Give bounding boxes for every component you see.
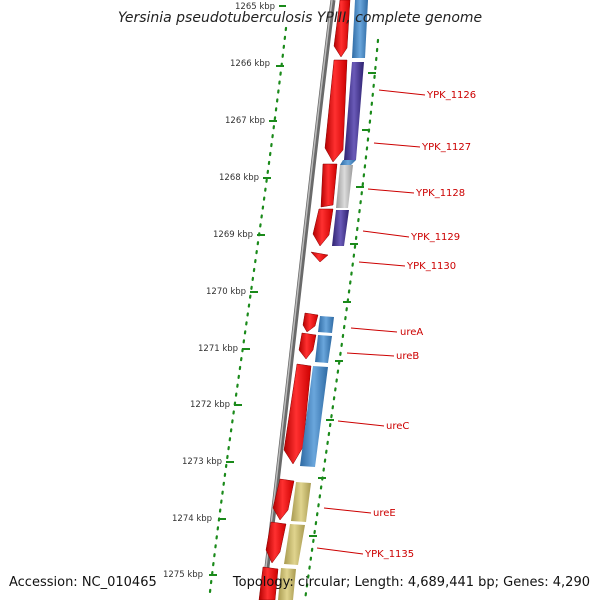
ruler-label: 1272 kbp [190, 400, 230, 410]
ruler-label: 1269 kbp [213, 230, 253, 240]
gene-label-YPK_1126[interactable]: YPK_1126 [426, 90, 476, 101]
blue-band[interactable] [318, 316, 334, 333]
ruler-label: 1275 kbp [163, 570, 203, 580]
ruler-tick-1275: 1275 kbp [163, 570, 217, 580]
olive-band[interactable] [284, 524, 305, 565]
right-ticks [309, 72, 376, 537]
cds-arrow[interactable] [312, 208, 334, 247]
ruler-tick-1266: 1266 kbp [230, 59, 284, 69]
blue-band[interactable] [300, 366, 328, 467]
blue-band[interactable] [352, 0, 368, 58]
ruler-label: 1268 kbp [219, 173, 259, 183]
annotation-track [278, 0, 368, 600]
ruler-tick-1265: 1265 kbp [235, 2, 286, 12]
accession-text: Accession: NC_010465 [9, 575, 157, 590]
ruler-tick-1273: 1273 kbp [182, 457, 234, 467]
gene-label-YPK_1135[interactable]: YPK_1135 [364, 549, 414, 560]
cds-arrow[interactable] [320, 163, 338, 208]
purple-band[interactable] [332, 210, 349, 246]
gene-label-ureC[interactable]: ureC [386, 421, 409, 432]
ruler-label: 1265 kbp [235, 2, 275, 12]
ruler: 1265 kbp 1266 kbp 1267 kbp 1268 kbp 1269… [163, 2, 286, 580]
ruler-tick-1270: 1270 kbp [206, 287, 258, 297]
cds-arrow[interactable] [302, 312, 319, 333]
cds-arrow[interactable] [324, 59, 348, 163]
ruler-tick-1274: 1274 kbp [172, 514, 226, 524]
blue-band[interactable] [340, 160, 356, 165]
topology-text: Topology: circular; Length: 4,689,441 bp… [232, 575, 590, 590]
ruler-label: 1273 kbp [182, 457, 222, 467]
ruler-label: 1271 kbp [198, 344, 238, 354]
cds-arrow[interactable] [265, 521, 287, 564]
gene-label-YPK_1128[interactable]: YPK_1128 [415, 188, 465, 199]
gene-label-ureB[interactable]: ureB [396, 351, 419, 362]
blue-band[interactable] [315, 335, 332, 363]
gene-label-YPK_1130[interactable]: YPK_1130 [406, 261, 456, 272]
ruler-label: 1266 kbp [230, 59, 270, 69]
ruler-tick-1269: 1269 kbp [213, 230, 265, 240]
gene-leaders [316, 89, 426, 555]
cds-arrow[interactable] [283, 363, 312, 465]
ruler-tick-1268: 1268 kbp [219, 173, 271, 183]
purple-band[interactable] [344, 62, 364, 160]
gene-label-YPK_1129[interactable]: YPK_1129 [410, 232, 460, 243]
ruler-label: 1270 kbp [206, 287, 246, 297]
ruler-label: 1274 kbp [172, 514, 212, 524]
ruler-tick-1272: 1272 kbp [190, 400, 242, 410]
olive-band[interactable] [278, 568, 296, 600]
map-title: Yersinia pseudotuberculosis YPIII, compl… [117, 10, 483, 26]
tick-track-right [303, 38, 380, 602]
cds-arrow[interactable] [272, 478, 295, 521]
cds-arrow[interactable] [333, 0, 351, 58]
gene-label-ureE[interactable]: ureE [373, 508, 396, 519]
cds-track [258, 0, 351, 601]
gray-band[interactable] [336, 165, 353, 208]
ruler-tick-1271: 1271 kbp [198, 344, 250, 354]
gene-label-ureA[interactable]: ureA [400, 327, 423, 338]
ruler-label: 1267 kbp [225, 116, 265, 126]
cds-arrow[interactable] [310, 251, 329, 263]
cds-arrow[interactable] [298, 332, 317, 360]
ruler-tick-1267: 1267 kbp [225, 116, 277, 126]
gene-label-YPK_1127[interactable]: YPK_1127 [421, 142, 471, 153]
olive-band[interactable] [291, 482, 311, 522]
gene-labels: YPK_1126 YPK_1127 YPK_1128 YPK_1129 YPK_… [364, 90, 476, 560]
